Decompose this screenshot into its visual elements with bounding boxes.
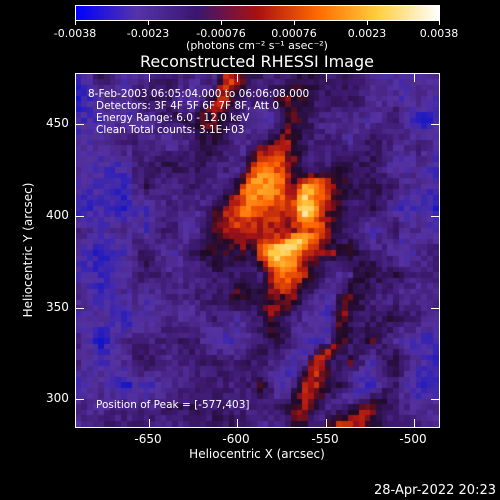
x-tick bbox=[326, 419, 327, 427]
y-tick bbox=[76, 399, 84, 400]
y-tick bbox=[431, 399, 439, 400]
colorbar-units: (photons cm⁻² s⁻¹ asec⁻²) bbox=[186, 39, 328, 52]
y-axis-ticks bbox=[76, 74, 439, 427]
y-tick-label: 400 bbox=[46, 208, 69, 222]
y-tick bbox=[76, 216, 84, 217]
colorbar bbox=[75, 5, 440, 21]
y-tick bbox=[76, 308, 84, 309]
colorbar-tick-label: -0.00076 bbox=[196, 27, 246, 40]
image-plot: 8-Feb-2003 06:05:04.000 to 06:06:08.000 … bbox=[75, 73, 440, 428]
x-tick bbox=[414, 74, 415, 82]
colorbar-tick bbox=[294, 21, 295, 25]
colorbar-tick bbox=[367, 21, 368, 25]
y-tick bbox=[431, 124, 439, 125]
colorbar-tick-label: -0.0038 bbox=[53, 27, 97, 40]
colorbar-tick-label: 0.0038 bbox=[419, 27, 459, 40]
x-tick bbox=[149, 419, 150, 427]
y-tick-label: 350 bbox=[46, 300, 69, 314]
time-range-label: 8-Feb-2003 06:05:04.000 to 06:06:08.000 bbox=[88, 88, 310, 100]
x-tick-label: -600 bbox=[222, 432, 250, 446]
colorbar-ticks: -0.0038 -0.0023 -0.00076 0.00076 0.0023 … bbox=[0, 0, 500, 40]
energy-range-label: Energy Range: 6.0 - 12.0 keV bbox=[96, 112, 250, 124]
detectors-label: Detectors: 3F 4F 5F 6F 7F 8F, Att 0 bbox=[96, 100, 280, 112]
x-tick-label: -500 bbox=[399, 432, 427, 446]
colorbar-tick-label: 0.00076 bbox=[271, 27, 317, 40]
x-tick bbox=[237, 419, 238, 427]
colorbar-tick bbox=[221, 21, 222, 25]
y-axis-title: Heliocentric Y (arcsec) bbox=[21, 182, 35, 318]
y-tick bbox=[431, 216, 439, 217]
colorbar-tick bbox=[75, 21, 76, 25]
y-tick-label: 300 bbox=[46, 391, 69, 405]
x-axis-ticks bbox=[76, 74, 439, 427]
x-tick bbox=[326, 74, 327, 82]
peak-position-label: Position of Peak = [-577,403] bbox=[96, 399, 250, 411]
y-tick-label: 450 bbox=[46, 116, 69, 130]
colorbar-tick bbox=[148, 21, 149, 25]
y-tick bbox=[431, 308, 439, 309]
timestamp: 28-Apr-2022 20:23 bbox=[374, 483, 496, 498]
x-tick bbox=[414, 419, 415, 427]
x-tick-label: -650 bbox=[134, 432, 162, 446]
heatmap-image bbox=[76, 74, 439, 427]
x-tick-label: -550 bbox=[311, 432, 339, 446]
x-tick bbox=[149, 74, 150, 82]
y-tick bbox=[76, 124, 84, 125]
colorbar-tick-label: -0.0023 bbox=[126, 27, 170, 40]
clean-counts-label: Clean Total counts: 3.1E+03 bbox=[96, 124, 245, 136]
x-axis-title: Heliocentric X (arcsec) bbox=[189, 447, 325, 461]
x-tick bbox=[237, 74, 238, 82]
plot-title: Reconstructed RHESSI Image bbox=[140, 52, 374, 71]
colorbar-tick-label: 0.0023 bbox=[347, 27, 387, 40]
colorbar-tick bbox=[439, 21, 440, 25]
